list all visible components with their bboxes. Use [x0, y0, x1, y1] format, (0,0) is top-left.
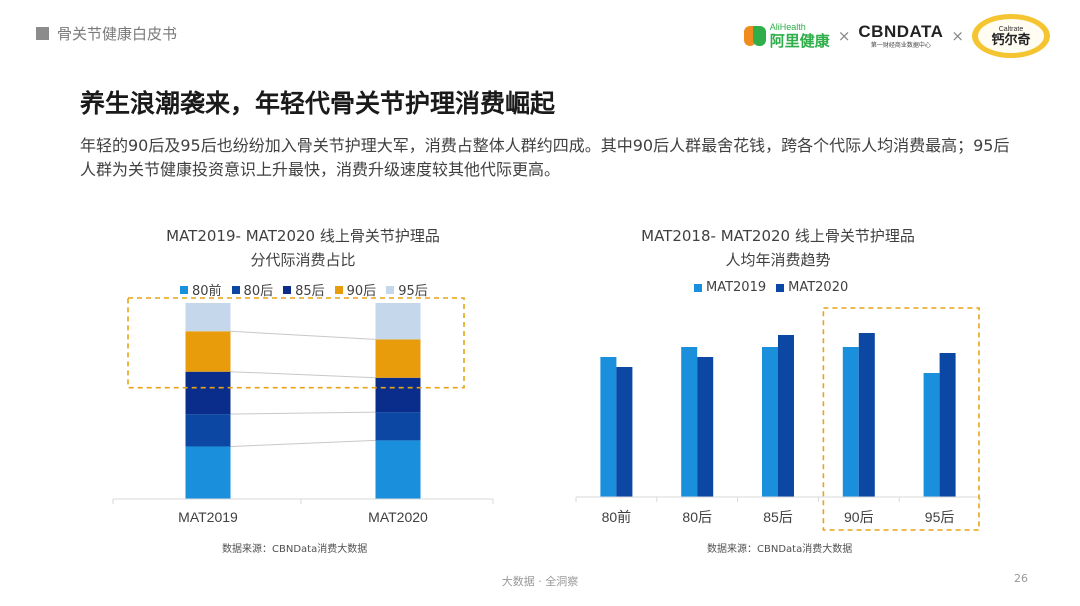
page-title: 养生浪潮袭来，年轻代骨关节护理消费崛起 — [80, 89, 556, 118]
cbndata-sub: 第一财经商业数据中心 — [870, 42, 931, 49]
right-x-tick-label: 80前 — [602, 509, 632, 525]
grouped-bar — [616, 367, 633, 497]
segment-connector-line — [230, 371, 376, 379]
left-chart-source: 数据来源：CBNData消费大数据 — [222, 544, 368, 555]
right-chart-source: 数据来源：CBNData消费大数据 — [707, 544, 853, 555]
left-chart-title-line2: 分代际消费占比 — [250, 251, 356, 269]
legend-swatch — [776, 283, 785, 292]
grouped-bar — [858, 333, 875, 497]
legend-label: 85后 — [295, 284, 325, 299]
alihealth-logo: AliHealth 阿里健康 — [743, 22, 830, 50]
segment-connector-line — [230, 439, 376, 447]
cbndata-main: CBNDATA — [858, 22, 944, 41]
segment-connector-line — [230, 330, 376, 340]
grouped-bar — [923, 373, 940, 497]
stacked-bar-segment — [375, 377, 421, 413]
caltrate-cn: 钙尔奇 — [991, 32, 1031, 48]
legend-label: 80前 — [192, 284, 222, 299]
legend-swatch — [334, 285, 343, 294]
alihealth-en: AliHealth — [769, 22, 806, 32]
legend-swatch — [180, 285, 188, 294]
caltrate-en: Caltrate — [998, 25, 1024, 33]
left-chart-title: MAT2019- MAT2020 线上骨关节护理品 分代际消费占比 — [113, 224, 493, 272]
right-x-tick-label: 95后 — [925, 509, 955, 525]
right-chart-title-line2: 人均年消费趋势 — [725, 251, 831, 269]
stacked-bar-segment — [185, 371, 231, 415]
grouped-bar — [842, 347, 859, 497]
page-number: 26 — [1014, 572, 1028, 585]
right-x-tick-label: 80后 — [682, 509, 712, 525]
legend-label: 90后 — [346, 284, 377, 299]
legend-item: 90后 — [334, 280, 377, 299]
left-highlight-box — [127, 297, 465, 389]
cbndata-logo: CBNDATA 第一财经商业数据中心 — [858, 23, 943, 49]
footer-slogan: 大数据 · 全洞察 — [501, 575, 579, 588]
legend-label: MAT2019 — [706, 280, 767, 295]
legend-swatch — [283, 285, 292, 294]
partner-logos: AliHealth 阿里健康 × CBNDATA 第一财经商业数据中心 × Ca… — [743, 14, 1050, 58]
stacked-bar-segment — [375, 303, 421, 340]
stacked-bar-segment — [375, 412, 421, 441]
left-x-tick-label: MAT2020 — [368, 509, 428, 525]
stacked-bar-segment — [375, 440, 421, 499]
right-x-tick-label: 85后 — [763, 509, 793, 525]
grouped-bar — [939, 353, 956, 497]
legend-label: MAT2020 — [788, 280, 849, 295]
grouped-bar — [762, 347, 778, 497]
legend-item: MAT2020 — [776, 280, 848, 295]
caltrate-logo: Caltrate 钙尔奇 — [972, 14, 1050, 58]
grouped-bar — [681, 347, 698, 497]
alihealth-leaf-icon — [743, 24, 766, 48]
page-description: 年轻的90后及95后也纷纷加入骨关节护理大军，消费占整体人群约四成。其中90后人… — [80, 136, 1010, 179]
legend-item: 80后 — [231, 280, 274, 299]
alihealth-cn: 阿里健康 — [769, 32, 830, 50]
left-chart-legend: 80前 80后 85后 90后 95后 — [180, 280, 428, 299]
legend-item: MAT2019 — [694, 280, 766, 295]
left-x-tick-label: MAT2019 — [178, 509, 238, 525]
report-title: 骨关节健康白皮书 — [57, 25, 178, 43]
grouped-bar — [600, 357, 617, 497]
logo-separator-1: × — [837, 27, 851, 45]
legend-item: 95后 — [386, 280, 428, 299]
right-chart-title-line1: MAT2018- MAT2020 线上骨关节护理品 — [641, 227, 915, 245]
right-chart-title: MAT2018- MAT2020 线上骨关节护理品 人均年消费趋势 — [576, 224, 980, 272]
grouped-bar — [697, 357, 714, 497]
legend-label: 80后 — [243, 284, 274, 299]
stacked-bar-segment — [185, 303, 231, 332]
stacked-bar-segment — [375, 339, 421, 378]
grouped-bar — [778, 335, 794, 497]
right-x-tick-label: 90后 — [844, 509, 874, 525]
header-square-icon — [36, 27, 49, 40]
legend-item: 80前 — [180, 280, 222, 299]
legend-item: 85后 — [283, 280, 325, 299]
legend-swatch — [386, 285, 395, 294]
legend-swatch — [694, 283, 702, 292]
logo-separator-2: × — [951, 27, 964, 45]
legend-swatch — [231, 285, 240, 294]
stacked-bar-segment — [185, 414, 231, 447]
stacked-bar-segment — [185, 446, 231, 499]
right-chart-legend: MAT2019 MAT2020 — [694, 280, 848, 295]
stacked-bar-segment — [185, 331, 231, 372]
left-chart-title-line1: MAT2019- MAT2020 线上骨关节护理品 — [166, 227, 440, 245]
segment-connector-line — [230, 411, 376, 415]
legend-label: 95后 — [398, 284, 428, 299]
